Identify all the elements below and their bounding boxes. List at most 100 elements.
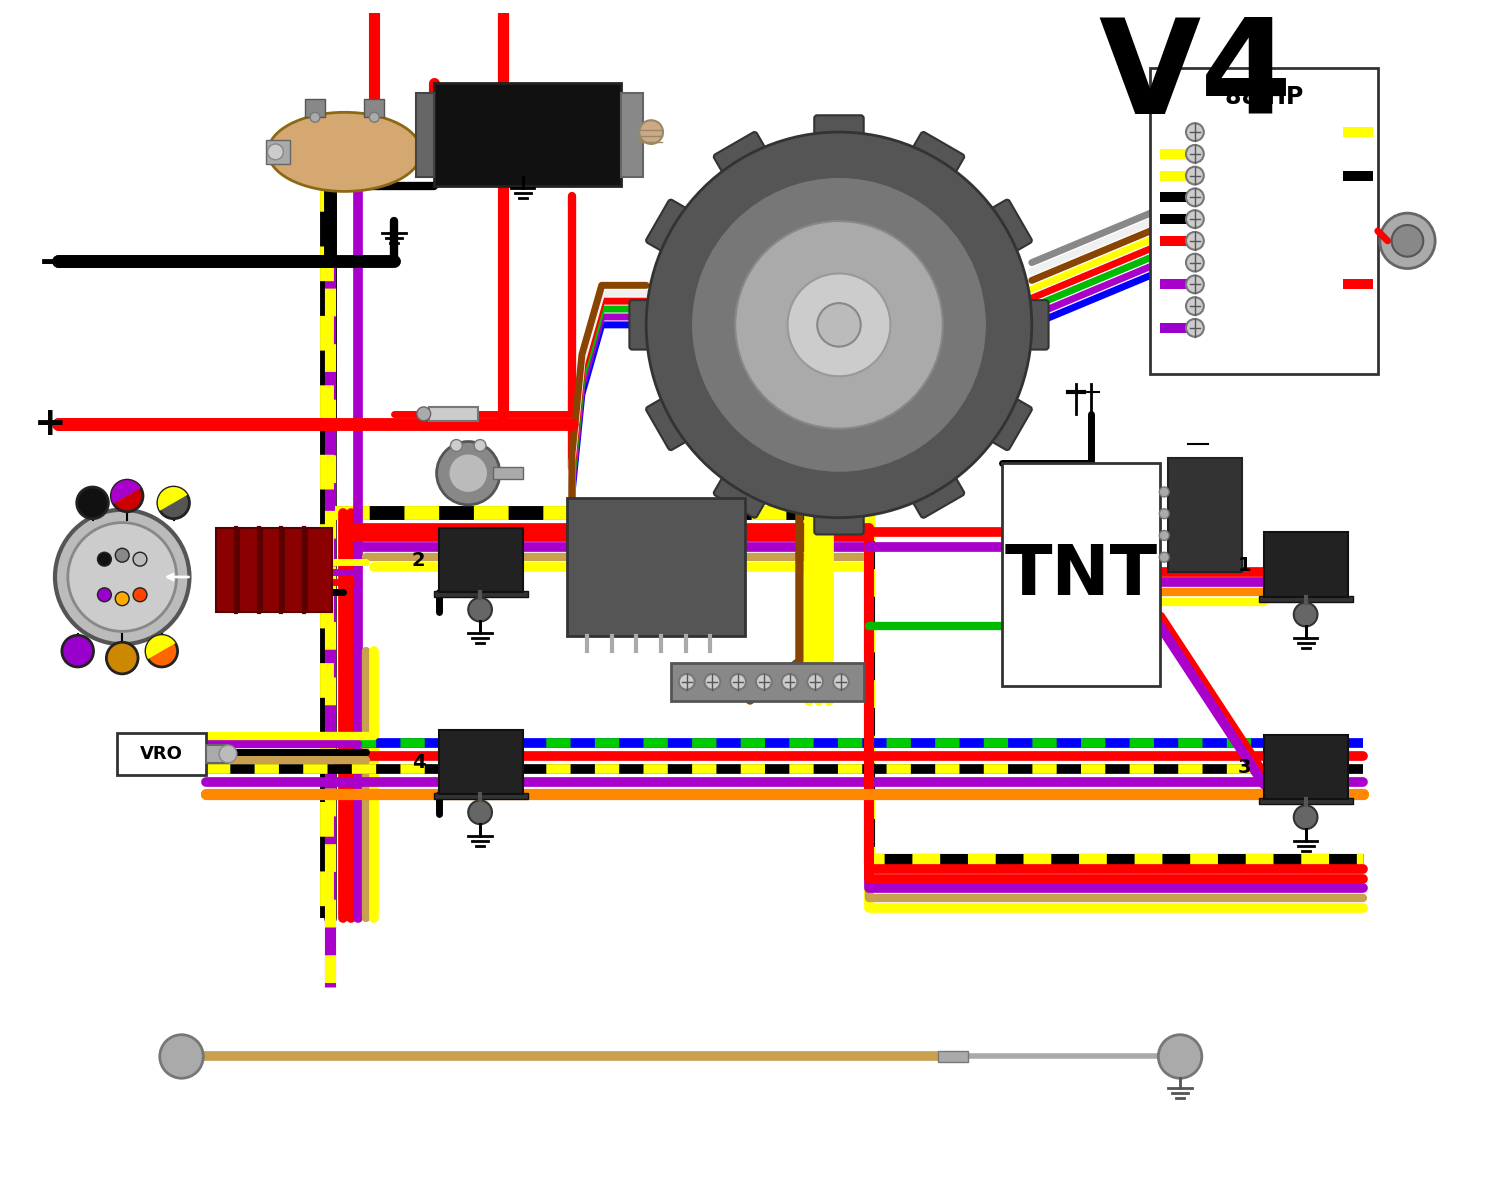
Bar [1264, 735, 1348, 800]
Bar [433, 83, 621, 186]
Text: TNT: TNT [1005, 542, 1158, 609]
Circle shape [1294, 806, 1317, 830]
Bar [1342, 280, 1372, 289]
Bar [416, 92, 434, 177]
Circle shape [310, 113, 320, 122]
Bar [1161, 149, 1196, 159]
Circle shape [436, 442, 500, 505]
Bar [1342, 171, 1372, 180]
Circle shape [1186, 210, 1204, 228]
Bar [117, 734, 206, 775]
Bar [1161, 214, 1196, 224]
Bar [1150, 68, 1378, 374]
Bar [567, 498, 746, 636]
Bar [285, 527, 309, 611]
FancyBboxPatch shape [815, 115, 864, 149]
Circle shape [62, 635, 93, 667]
Circle shape [646, 132, 1032, 518]
Circle shape [1186, 319, 1204, 337]
Circle shape [680, 674, 694, 690]
Circle shape [106, 642, 138, 674]
Circle shape [1160, 531, 1168, 540]
Bar [308, 527, 332, 611]
Circle shape [56, 510, 189, 645]
Text: –: – [40, 242, 60, 280]
Bar [1161, 322, 1196, 333]
Bar [1161, 171, 1196, 180]
Bar [670, 662, 864, 700]
Circle shape [1186, 297, 1204, 315]
Bar [238, 527, 264, 611]
Bar [494, 467, 522, 479]
FancyBboxPatch shape [980, 392, 1032, 450]
Circle shape [450, 440, 462, 451]
Text: 4: 4 [413, 754, 426, 773]
Ellipse shape [268, 113, 422, 192]
Bar [1258, 596, 1353, 602]
FancyBboxPatch shape [906, 466, 964, 518]
Circle shape [267, 143, 284, 160]
FancyBboxPatch shape [646, 392, 698, 450]
Bar [938, 1051, 968, 1063]
Circle shape [1186, 188, 1204, 206]
Bar [429, 406, 478, 421]
FancyBboxPatch shape [630, 300, 663, 350]
FancyBboxPatch shape [980, 199, 1032, 257]
Bar [433, 591, 528, 597]
Bar [206, 745, 228, 763]
Circle shape [788, 274, 891, 377]
Circle shape [474, 440, 486, 451]
Text: 2: 2 [413, 551, 426, 570]
Circle shape [1186, 232, 1204, 250]
Circle shape [1186, 123, 1204, 141]
Bar [1258, 799, 1353, 805]
Circle shape [146, 635, 177, 667]
Circle shape [134, 588, 147, 602]
Circle shape [116, 591, 129, 606]
Bar [438, 527, 522, 591]
Circle shape [369, 113, 380, 122]
Circle shape [1392, 225, 1423, 257]
FancyBboxPatch shape [714, 466, 771, 518]
Wedge shape [158, 487, 188, 511]
Circle shape [68, 523, 177, 632]
Circle shape [1186, 254, 1204, 271]
Circle shape [158, 487, 189, 519]
Bar [1264, 532, 1348, 597]
Circle shape [468, 800, 492, 824]
Bar [364, 100, 384, 117]
Bar [621, 92, 644, 177]
Circle shape [1186, 275, 1204, 293]
Circle shape [1186, 167, 1204, 185]
Bar [1161, 280, 1196, 289]
Circle shape [160, 1035, 204, 1078]
Circle shape [134, 552, 147, 566]
Circle shape [735, 222, 944, 429]
Text: 1: 1 [1238, 556, 1251, 575]
Circle shape [76, 487, 108, 519]
Text: VRO: VRO [141, 745, 183, 763]
Circle shape [98, 552, 111, 566]
Bar [1161, 192, 1196, 203]
Circle shape [1160, 487, 1168, 497]
Bar [433, 794, 528, 800]
Bar [261, 527, 286, 611]
Circle shape [756, 674, 772, 690]
FancyBboxPatch shape [815, 501, 864, 534]
Circle shape [1158, 1035, 1202, 1078]
Circle shape [417, 406, 430, 421]
Bar [304, 100, 326, 117]
Circle shape [111, 480, 142, 512]
Circle shape [219, 745, 237, 763]
Circle shape [807, 674, 824, 690]
Bar [266, 140, 291, 164]
Bar [1168, 459, 1242, 572]
Circle shape [1186, 145, 1204, 162]
Circle shape [468, 597, 492, 621]
Circle shape [730, 674, 746, 690]
Bar [216, 527, 242, 611]
Bar [1342, 127, 1372, 137]
Circle shape [782, 674, 798, 690]
Circle shape [690, 177, 987, 473]
Circle shape [116, 549, 129, 562]
